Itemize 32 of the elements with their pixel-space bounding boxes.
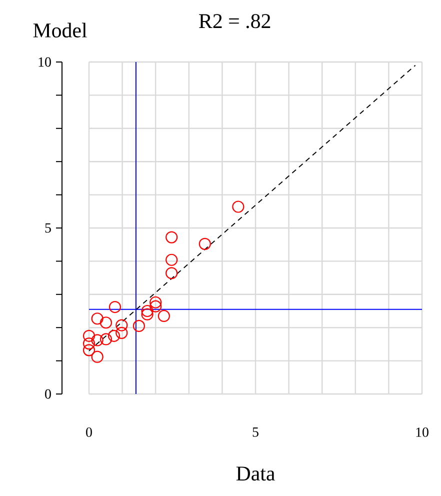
point: [150, 296, 162, 308]
point: [82, 337, 96, 350]
point: [116, 326, 128, 339]
point: [141, 308, 154, 320]
point: [158, 310, 170, 322]
chart-title: R2 = .82: [199, 14, 270, 28]
point: [91, 312, 104, 325]
point: [166, 254, 178, 266]
x-tick-label: 10: [416, 428, 428, 437]
x-tick-label: 0: [86, 428, 92, 437]
point: [82, 330, 96, 342]
point: [166, 267, 178, 280]
point: [100, 333, 112, 346]
point: [100, 316, 112, 329]
point: [141, 304, 154, 318]
point: [198, 238, 211, 250]
point: [132, 320, 146, 332]
x-tick-label: 5: [252, 428, 258, 437]
point: [91, 334, 104, 346]
point: [150, 300, 162, 312]
y-tick-label: 0: [45, 389, 51, 399]
point: [108, 330, 120, 342]
y-tick-label: 5: [45, 223, 51, 233]
y-axis-title: Model: [33, 22, 87, 38]
y-tick-label: 10: [38, 57, 51, 67]
point: [108, 300, 122, 314]
point: [91, 350, 104, 363]
point: [116, 319, 128, 332]
x-axis-title: Data: [236, 466, 275, 481]
point: [232, 200, 244, 213]
point: [82, 344, 96, 356]
point: [166, 231, 178, 244]
